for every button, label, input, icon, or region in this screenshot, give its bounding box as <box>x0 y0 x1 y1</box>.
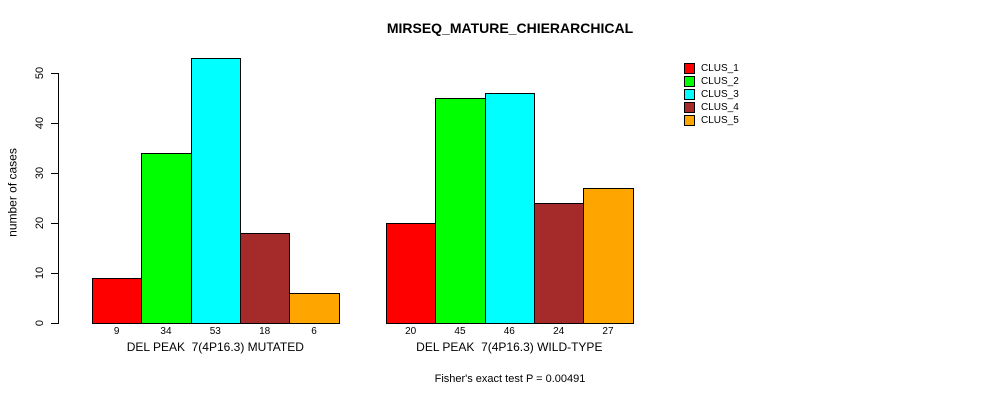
y-tick <box>51 123 58 124</box>
bar-clus_4-group2 <box>533 203 585 324</box>
y-axis-title: number of cases <box>5 148 20 237</box>
y-tick-label: 10 <box>34 266 46 280</box>
y-axis-line <box>58 73 59 324</box>
y-tick-label: 0 <box>34 319 46 327</box>
legend-item-clus_2: CLUS_2 <box>684 76 739 87</box>
bar-clus_1-group1 <box>92 278 143 324</box>
legend-item-clus_1: CLUS_1 <box>684 63 739 74</box>
legend-label: CLUS_5 <box>701 115 739 126</box>
bar-value-label: 18 <box>259 326 271 337</box>
stat-annotation: Fisher's exact test P = 0.00491 <box>434 373 586 385</box>
bar-clus_3-group1 <box>190 58 241 324</box>
legend: CLUS_1 CLUS_2 CLUS_3 CLUS_4 CLUS_5 <box>684 63 739 128</box>
bar-value-label: 9 <box>113 326 120 337</box>
bar-clus_2-group1 <box>141 153 192 324</box>
y-tick <box>51 223 58 224</box>
bar-value-label: 45 <box>454 326 466 337</box>
bar-clus_1-group2 <box>386 223 437 324</box>
legend-label: CLUS_1 <box>701 63 739 74</box>
bar-value-label: 34 <box>160 326 172 337</box>
bar-value-label: 46 <box>503 326 515 337</box>
bar-clus_5-group2 <box>583 188 634 324</box>
legend-label: CLUS_4 <box>701 102 739 113</box>
y-tick <box>51 73 58 74</box>
bar-clus_3-group2 <box>484 93 535 324</box>
y-tick <box>51 173 58 174</box>
y-tick-label: 30 <box>34 166 46 180</box>
y-tick-label: 40 <box>34 116 46 130</box>
legend-swatch <box>684 89 695 100</box>
bar-value-label: 6 <box>311 326 317 337</box>
y-tick-label: 20 <box>34 216 46 230</box>
bar-clus_5-group1 <box>289 293 340 324</box>
bar-value-label: 24 <box>553 326 565 337</box>
legend-label: CLUS_2 <box>701 76 739 87</box>
legend-swatch <box>684 115 695 126</box>
legend-item-clus_3: CLUS_3 <box>684 89 739 100</box>
legend-swatch <box>684 102 695 113</box>
y-tick <box>51 273 58 274</box>
legend-swatch <box>684 76 695 87</box>
bar-clus_4-group1 <box>239 233 291 324</box>
legend-item-clus_5: CLUS_5 <box>684 115 739 126</box>
y-tick-label: 50 <box>34 66 46 80</box>
bar-value-label: 27 <box>602 326 614 337</box>
bar-value-label: 53 <box>209 326 221 337</box>
bar-value-label: 20 <box>405 326 417 337</box>
y-tick <box>51 323 58 324</box>
legend-item-clus_4: CLUS_4 <box>684 102 739 113</box>
chart-title: MIRSEQ_MATURE_CHIERARCHICAL <box>386 20 634 36</box>
legend-swatch <box>684 63 695 74</box>
legend-label: CLUS_3 <box>701 89 739 100</box>
x-group-label: DEL PEAK 7(4P16.3) WILD-TYPE <box>416 340 603 354</box>
x-group-label: DEL PEAK 7(4P16.3) MUTATED <box>126 340 304 354</box>
bar-clus_2-group2 <box>435 98 486 324</box>
